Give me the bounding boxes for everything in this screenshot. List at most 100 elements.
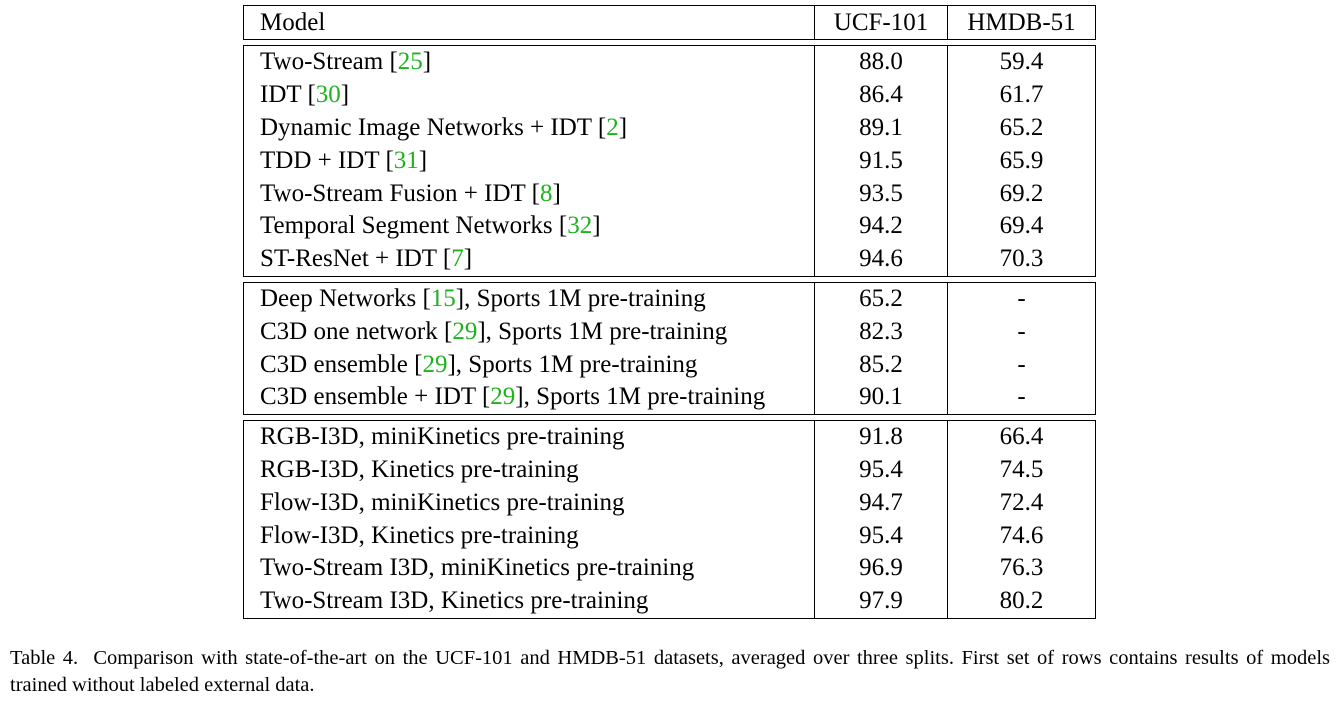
caption-text: Comparison with state-of-the-art on the … [10,647,1330,696]
ucf101-score: 95.4 [814,519,948,552]
model-name: Temporal Segment Networks [260,212,553,240]
citation-link[interactable]: 29 [422,350,448,378]
table-row: RGB-I3D, Kinetics pre-training 95.4 74.5 [243,453,1096,487]
table-row: Two-Stream [25] 88.0 59.4 [243,44,1096,79]
ucf101-score: 91.8 [814,419,948,454]
hmdb51-score: 76.3 [947,551,1096,585]
ucf101-score: 93.5 [814,177,948,210]
model-cell: Temporal Segment Networks [32] [243,209,815,243]
hmdb51-score: 74.6 [947,519,1096,552]
hmdb51-score: 66.4 [947,419,1096,454]
model-name: Deep Networks [260,284,417,312]
model-cell: Deep Networks [15], Sports 1M pre-traini… [243,281,815,316]
model-name: IDT [260,81,302,109]
table-caption: Table 4. Comparison with state-of-the-ar… [10,645,1330,699]
ucf101-score: 97.9 [814,584,948,619]
table-row: Two-Stream I3D, Kinetics pre-training 97.… [243,584,1096,619]
citation-link[interactable]: 2 [606,113,619,141]
model-cell: C3D ensemble + IDT [29], Sports 1M pre-t… [243,380,815,415]
model-name: Dynamic Image Networks + IDT [260,113,592,141]
table-row: Dynamic Image Networks + IDT [2] 89.1 65.2 [243,111,1096,145]
hmdb51-score: - [947,348,1096,381]
model-name: C3D ensemble + IDT [260,383,476,411]
ucf101-score: 94.6 [814,242,948,277]
table-row: C3D ensemble + IDT [29], Sports 1M pre-t… [243,380,1096,415]
model-suffix: , Sports 1M pre-training [523,383,766,411]
hmdb51-score: 80.2 [947,584,1096,619]
model-name: RGB-I3D, Kinetics pre-training [260,455,579,483]
model-cell: Flow-I3D, miniKinetics pre-training [243,486,815,520]
hmdb51-score: 59.4 [947,44,1096,79]
model-cell: ST-ResNet + IDT [7] [243,242,815,277]
ucf101-score: 91.5 [814,144,948,178]
model-name: Two-Stream I3D, Kinetics pre-training [260,587,649,615]
model-cell: IDT [30] [243,78,815,112]
table-row: Temporal Segment Networks [32] 94.2 69.4 [243,209,1096,243]
ucf101-score: 94.2 [814,209,948,243]
ucf101-score: 82.3 [814,315,948,349]
citation-link[interactable]: 7 [451,245,464,273]
model-cell: Flow-I3D, Kinetics pre-training [243,519,815,552]
hmdb51-score: 69.4 [947,209,1096,243]
citation-link[interactable]: 29 [452,317,478,345]
hmdb51-score: - [947,315,1096,349]
hmdb51-score: 74.5 [947,453,1096,487]
table-row: IDT [30] 86.4 61.7 [243,78,1096,112]
ucf101-score: 65.2 [814,281,948,316]
ucf101-score: 85.2 [814,348,948,381]
hmdb51-score: 69.2 [947,177,1096,210]
model-name: Flow-I3D, Kinetics pre-training [260,521,579,549]
model-name: ST-ResNet + IDT [260,245,437,273]
citation-link[interactable]: 32 [567,212,593,240]
model-cell: Two-Stream I3D, Kinetics pre-training [243,584,815,619]
ucf101-score: 89.1 [814,111,948,145]
table-row: RGB-I3D, miniKinetics pre-training 91.8 66… [243,419,1096,454]
table-header-row: Model UCF-101 HMDB-51 [243,5,1096,40]
header-model: Model [243,5,815,40]
model-name: RGB-I3D, miniKinetics pre-training [260,423,625,451]
citation-link[interactable]: 15 [430,284,456,312]
hmdb51-score: 65.2 [947,111,1096,145]
hmdb51-score: - [947,380,1096,415]
model-name: TDD + IDT [260,146,380,174]
citation-link[interactable]: 31 [393,146,419,174]
ucf101-score: 94.7 [814,486,948,520]
ucf101-score: 95.4 [814,453,948,487]
model-name: Flow-I3D, miniKinetics pre-training [260,488,625,516]
model-name: C3D one network [260,317,438,345]
hmdb51-score: 70.3 [947,242,1096,277]
model-cell: Two-Stream I3D, miniKinetics pre-trainin… [243,551,815,585]
hmdb51-score: 65.9 [947,144,1096,178]
model-name: Two-Stream I3D, miniKinetics pre-trainin… [260,554,695,582]
model-cell: C3D one network [29], Sports 1M pre-trai… [243,315,815,349]
hmdb51-score: 72.4 [947,486,1096,520]
ucf101-score: 88.0 [814,44,948,79]
model-name: C3D ensemble [260,350,408,378]
caption-label: Table 4. [10,647,79,669]
model-suffix: , Sports 1M pre-training [455,350,698,378]
model-cell: Two-Stream [25] [243,44,815,79]
table-row: Flow-I3D, Kinetics pre-training 95.4 74.6 [243,519,1096,552]
citation-link[interactable]: 30 [315,81,341,109]
table-row: Deep Networks [15], Sports 1M pre-traini… [243,281,1096,316]
header-ucf101: UCF-101 [814,5,948,40]
ucf101-score: 86.4 [814,78,948,112]
citation-link[interactable]: 25 [397,48,423,76]
hmdb51-score: 61.7 [947,78,1096,112]
header-hmdb51: HMDB-51 [947,5,1096,40]
table-row: C3D one network [29], Sports 1M pre-trai… [243,315,1096,349]
ucf101-score: 96.9 [814,551,948,585]
model-suffix: , Sports 1M pre-training [464,284,706,312]
citation-link[interactable]: 29 [490,383,516,411]
ucf101-score: 90.1 [814,380,948,415]
citation-link[interactable]: 8 [539,179,553,207]
table-row: C3D ensemble [29], Sports 1M pre-trainin… [243,348,1096,381]
model-cell: TDD + IDT [31] [243,144,815,178]
table-row: TDD + IDT [31] 91.5 65.9 [243,144,1096,178]
table-body: Two-Stream [25] 88.0 59.4 IDT [30] 86.4 61.7 D… [243,40,1096,619]
model-name: Two-Stream [260,48,384,76]
results-table: Model UCF-101 HMDB-51 Two-Stream [25] 88.… [243,5,1096,619]
model-cell: C3D ensemble [29], Sports 1M pre-trainin… [243,348,815,381]
model-cell: RGB-I3D, miniKinetics pre-training [243,419,815,454]
table-row: Two-Stream I3D, miniKinetics pre-trainin… [243,551,1096,585]
